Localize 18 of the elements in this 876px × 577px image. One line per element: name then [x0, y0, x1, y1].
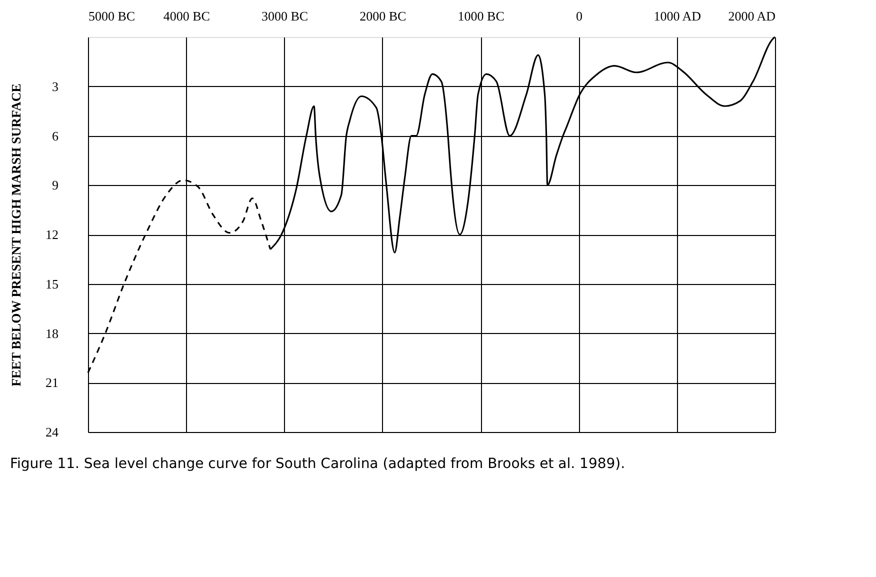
- x-tick-label: 2000 AD: [728, 8, 776, 24]
- y-tick-label: 18: [46, 326, 58, 341]
- y-tick-label: 9: [52, 178, 58, 193]
- y-tick-label: 24: [46, 424, 59, 440]
- y-tick-label: 21: [46, 375, 58, 390]
- y-tick-label: 3: [52, 78, 58, 94]
- y-tick-label: 12: [46, 227, 58, 242]
- y-axis-title: FEET BELOW PRESENT HIGH MARSH SURFACE: [8, 84, 24, 386]
- x-tick-label: 2000 BC: [360, 8, 406, 24]
- caption: Figure 11. Sea level change curve for South Carolina (adapted from Brooks et al. 1989).: [10, 456, 626, 472]
- x-tick-label: 0: [576, 8, 582, 24]
- x-tick-label: 1000 AD: [654, 8, 702, 24]
- x-tick-label: 4000 BC: [163, 8, 210, 24]
- y-tick-label: 15: [46, 276, 58, 292]
- x-tick-label: 1000 BC: [458, 8, 504, 24]
- x-tick-label: 5000 BC: [88, 8, 136, 24]
- y-tick-label: 6: [52, 128, 59, 144]
- x-tick-label: 3000 BC: [261, 8, 308, 24]
